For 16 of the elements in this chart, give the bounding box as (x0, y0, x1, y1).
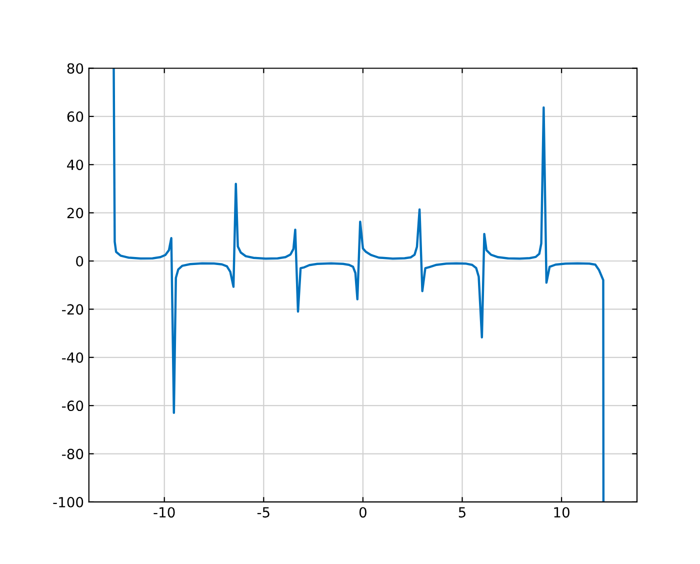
x-tick-label: 10 (554, 507, 570, 518)
y-tick-label: 40 (67, 160, 84, 170)
y-tick-label: 0 (76, 256, 84, 266)
x-tick-label: -5 (257, 507, 270, 518)
x-tick-label: 5 (458, 507, 466, 518)
y-tick-label: -40 (62, 352, 84, 363)
y-tick-label: -80 (62, 448, 84, 460)
y-tick-label: -100 (53, 496, 84, 508)
y-tick-label: -20 (62, 304, 84, 315)
line-series (112, 68, 605, 502)
y-tick-label: 20 (67, 208, 84, 218)
x-tick-label: -10 (154, 507, 175, 518)
x-tick-label: 0 (359, 507, 366, 518)
y-tick-label: -60 (62, 400, 84, 412)
y-tick-label: 60 (67, 111, 84, 122)
y-tick-label: 80 (67, 63, 84, 74)
